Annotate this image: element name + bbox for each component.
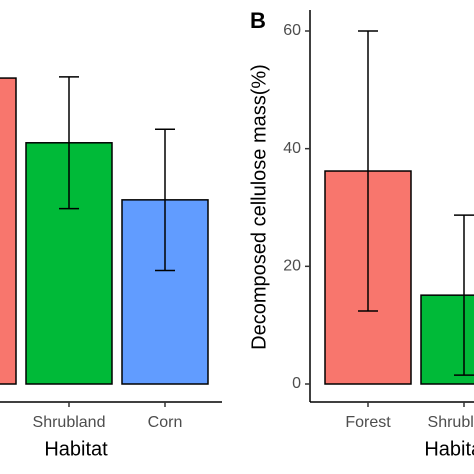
y-tick-label: 0	[292, 375, 301, 392]
x-tick-label: Shrubland	[428, 414, 474, 431]
x-tick-label: Forest	[345, 414, 391, 431]
bar	[0, 77, 17, 385]
y-tick-label: 40	[283, 140, 301, 157]
y-tick-label: 60	[283, 22, 301, 39]
y-axis-label: Decomposed cellulose mass(%)	[248, 64, 270, 350]
x-tick-label: Corn	[148, 414, 183, 431]
panel-label: B	[250, 8, 266, 33]
x-axis-label: Habitat	[44, 438, 108, 460]
y-tick-label: 20	[283, 258, 301, 275]
bar	[420, 294, 474, 385]
x-axis-label: Habitat	[424, 438, 474, 460]
x-tick-label: Shrubland	[33, 414, 106, 431]
